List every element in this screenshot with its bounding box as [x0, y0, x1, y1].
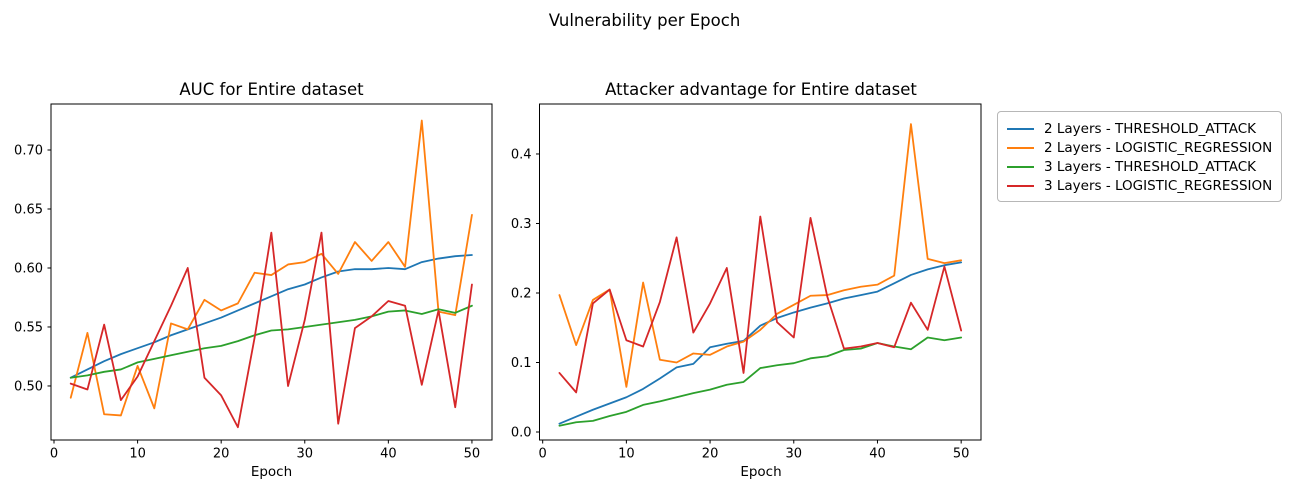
legend-item: 2 Layers - LOGISTIC_REGRESSION [1007, 138, 1272, 157]
series-line-2-layers-threshold-attack [69, 254, 473, 379]
series-line-2-layers-logistic-regression [558, 123, 963, 388]
y-tick-label: 0.0 [511, 426, 532, 441]
x-tick-label: 20 [702, 447, 719, 462]
y-tick-label: 0.70 [14, 144, 43, 159]
y-tick-label: 0.4 [511, 147, 532, 162]
x-tick-label: 30 [296, 447, 313, 462]
advantage-chart-title: Attacker advantage for Entire dataset [605, 80, 917, 99]
legend: 2 Layers - THRESHOLD_ATTACK 2 Layers - L… [997, 111, 1282, 202]
x-tick-label: 20 [213, 447, 230, 462]
series-line-3-layers-logistic-regression [558, 215, 963, 394]
y-tick-label: 0.60 [14, 261, 43, 276]
series-line-3-layers-logistic-regression [69, 231, 473, 429]
y-tick-label: 0.2 [511, 286, 532, 301]
legend-item: 3 Layers - LOGISTIC_REGRESSION [1007, 176, 1272, 195]
y-tick-label: 0.55 [14, 320, 43, 335]
y-tick-label: 0.1 [511, 356, 532, 371]
legend-line-swatch [1007, 127, 1034, 130]
legend-item-label: 3 Layers - THRESHOLD_ATTACK [1044, 158, 1256, 175]
x-tick-label: 10 [618, 447, 635, 462]
axes-frame [50, 103, 493, 441]
figure-title: Vulnerability per Epoch [548, 11, 741, 30]
series-line-2-layers-threshold-attack [558, 261, 963, 425]
legend-item: 2 Layers - THRESHOLD_ATTACK [1007, 119, 1272, 138]
legend-item-label: 2 Layers - THRESHOLD_ATTACK [1044, 120, 1256, 137]
x-tick-label: 30 [785, 447, 802, 462]
series-line-2-layers-logistic-regression [69, 119, 473, 417]
x-tick-label: 0 [539, 447, 547, 462]
x-tick-label: 0 [50, 447, 58, 462]
auc-chart-title: AUC for Entire dataset [179, 80, 364, 99]
legend-line-swatch [1007, 146, 1034, 149]
legend-item: 3 Layers - THRESHOLD_ATTACK [1007, 157, 1272, 176]
x-tick-label: 40 [380, 447, 397, 462]
y-tick-label: 0.50 [14, 379, 43, 394]
series-line-3-layers-threshold-attack [69, 304, 473, 379]
auc-xaxis-label: Epoch [250, 464, 293, 480]
legend-item-label: 3 Layers - LOGISTIC_REGRESSION [1044, 177, 1273, 194]
legend-line-swatch [1007, 165, 1034, 168]
x-tick-label: 10 [129, 447, 146, 462]
y-tick-label: 0.3 [511, 217, 532, 232]
x-tick-label: 40 [869, 447, 886, 462]
legend-line-swatch [1007, 184, 1034, 187]
legend-item-label: 2 Layers - LOGISTIC_REGRESSION [1044, 139, 1273, 156]
x-tick-label: 50 [464, 447, 481, 462]
advantage-xaxis-label: Epoch [740, 464, 782, 480]
x-tick-label: 50 [953, 447, 970, 462]
y-tick-label: 0.65 [14, 203, 43, 218]
